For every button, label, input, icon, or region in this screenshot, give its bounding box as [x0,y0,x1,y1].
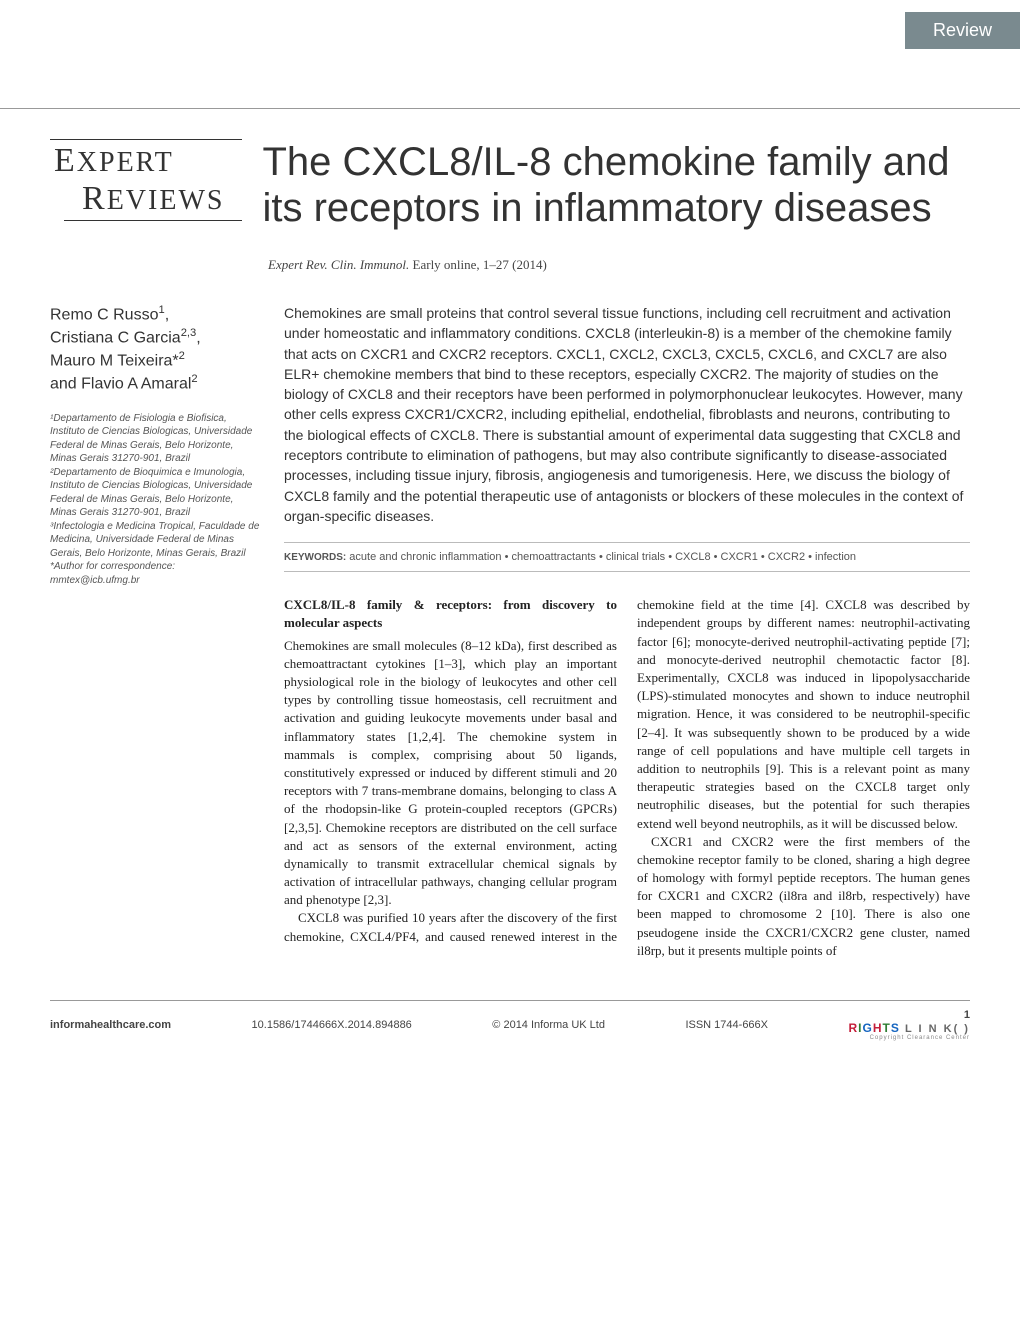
footer-issn: ISSN 1744-666X [685,1019,768,1031]
citation: Expert Rev. Clin. Immunol. Early online,… [0,251,1020,293]
footer-copyright: © 2014 Informa UK Ltd [492,1019,605,1031]
article-title: The CXCL8/IL-8 chemokine family and its … [262,139,970,231]
header-bar: Review [0,0,1020,54]
footer-doi: 10.1586/1744666X.2014.894886 [252,1019,412,1031]
rightslink-logo[interactable]: RIGHTS L I N K( ) [849,1021,970,1035]
affiliations: ¹Departamento de Fisiologia e Biofisica,… [50,412,260,588]
body-para-1: Chemokines are small molecules (8–12 kDa… [284,637,617,910]
abstract: Chemokines are small proteins that contr… [284,303,970,526]
review-badge: Review [905,12,1020,49]
author-2: Cristiana C Garcia2,3, [50,326,260,349]
author-4: and Flavio A Amaral2 [50,372,260,395]
author-1: Remo C Russo1, [50,303,260,326]
authors-column: Remo C Russo1, Cristiana C Garcia2,3, Ma… [50,303,260,960]
body-text: CXCL8/IL-8 family & receptors: from disc… [284,596,970,960]
keywords-box: KEYWORDS: acute and chronic inflammation… [284,542,970,572]
journal-name: Expert Rev. Clin. Immunol. [268,257,409,272]
footer-page: 1 [964,1009,970,1021]
footer-right: 1 RIGHTS L I N K( ) Copyright Clearance … [849,1009,970,1041]
logo-line2: REVIEWS [64,180,242,221]
body-para-3: CXCR1 and CXCR2 were the first members o… [637,833,970,960]
keywords-text: acute and chronic inflammation • chemoat… [349,551,856,563]
main-content: Remo C Russo1, Cristiana C Garcia2,3, Ma… [0,293,1020,980]
expert-reviews-logo: EXPERT REVIEWS [50,139,242,231]
logo-line1: EXPERT [50,139,242,180]
author-3: Mauro M Teixeira*2 [50,349,260,372]
footer-site: informahealthcare.com [50,1019,171,1031]
footer: informahealthcare.com 10.1586/1744666X.2… [0,1009,1020,1061]
keywords-label: KEYWORDS: [284,552,346,563]
section-heading-1: CXCL8/IL-8 family & receptors: from disc… [284,596,617,632]
footer-rule [50,1000,970,1001]
rights-subtext: Copyright Clearance Center [849,1035,970,1041]
title-section: EXPERT REVIEWS The CXCL8/IL-8 chemokine … [0,109,1020,251]
citation-details: Early online, 1–27 (2014) [413,257,547,272]
content-column: Chemokines are small proteins that contr… [284,303,970,960]
